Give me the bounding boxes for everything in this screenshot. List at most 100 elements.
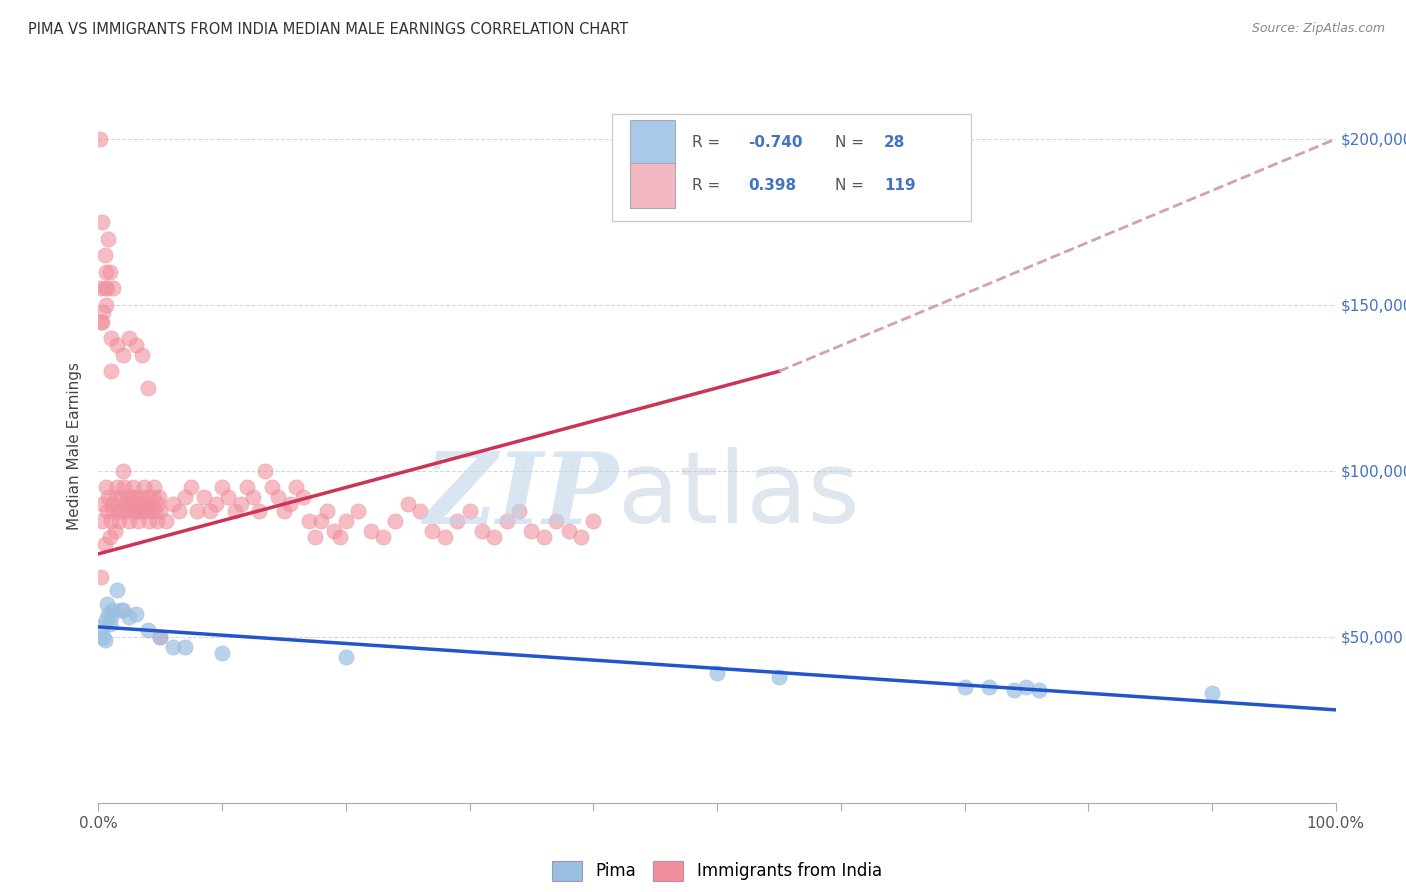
Point [260,481,283,495]
Point [143,481,166,495]
Point [112,481,135,495]
Point [205,497,228,511]
Point [953,680,976,694]
Point [112,464,135,478]
Point [242,491,264,505]
Point [127,514,149,528]
Point [100,514,122,528]
Point [93,248,115,262]
Point [1015,680,1038,694]
Point [174,640,197,654]
Point [198,504,221,518]
Point [273,504,295,518]
Point [93,537,115,551]
Point [138,514,160,528]
Point [103,281,125,295]
Point [155,514,177,528]
Point [124,338,146,352]
Point [371,530,394,544]
Point [136,491,159,505]
Point [520,524,543,538]
Point [149,630,172,644]
Point [136,381,159,395]
Point [471,524,494,538]
Point [93,304,115,318]
Point [94,298,117,312]
Point [112,348,135,362]
Point [247,504,270,518]
Point [97,231,120,245]
Text: R =: R = [692,178,725,193]
Point [124,504,146,518]
Point [329,530,352,544]
Point [98,530,121,544]
Point [91,514,114,528]
Point [254,464,277,478]
Point [94,481,117,495]
Point [118,610,141,624]
Text: 119: 119 [884,178,915,193]
FancyBboxPatch shape [612,114,970,221]
Point [139,497,162,511]
Point [143,504,166,518]
Point [100,331,122,345]
Point [267,491,290,505]
Text: 28: 28 [884,136,905,150]
Point [93,497,115,511]
Point [107,504,129,518]
Point [93,633,115,648]
Point [508,504,530,518]
Point [97,491,120,505]
Point [229,497,252,511]
Point [134,481,156,495]
FancyBboxPatch shape [630,120,675,166]
Y-axis label: Median Male Earnings: Median Male Earnings [67,362,83,530]
Text: PIMA VS IMMIGRANTS FROM INDIA MEDIAN MALE EARNINGS CORRELATION CHART: PIMA VS IMMIGRANTS FROM INDIA MEDIAN MAL… [28,22,628,37]
Point [193,491,215,505]
Point [136,624,159,638]
Point [446,514,468,528]
Point [322,524,344,538]
Point [94,265,117,279]
Point [224,504,246,518]
Point [118,514,141,528]
Point [1028,682,1050,697]
Point [569,530,592,544]
Point [148,491,170,505]
Point [117,491,139,505]
Point [93,281,115,295]
Point [546,514,568,528]
Text: -0.740: -0.740 [748,136,803,150]
Point [120,497,142,511]
Text: atlas: atlas [619,448,859,544]
Point [422,524,444,538]
Text: ZIP: ZIP [423,448,619,544]
Point [128,497,150,511]
Point [162,640,184,654]
Point [105,338,128,352]
Point [278,497,301,511]
Point [110,491,132,505]
Point [90,620,112,634]
Point [96,504,118,518]
Point [131,491,153,505]
Point [118,331,141,345]
Point [409,504,432,518]
Point [101,497,124,511]
Point [96,597,118,611]
Point [89,281,111,295]
Point [114,497,136,511]
Point [768,670,790,684]
Point [582,514,605,528]
Point [236,481,259,495]
Point [335,649,357,664]
Point [110,603,132,617]
Point [98,265,121,279]
Point [112,603,135,617]
Point [90,570,112,584]
Point [145,514,167,528]
Point [115,504,138,518]
Point [97,607,120,621]
Point [298,514,321,528]
Point [335,514,357,528]
